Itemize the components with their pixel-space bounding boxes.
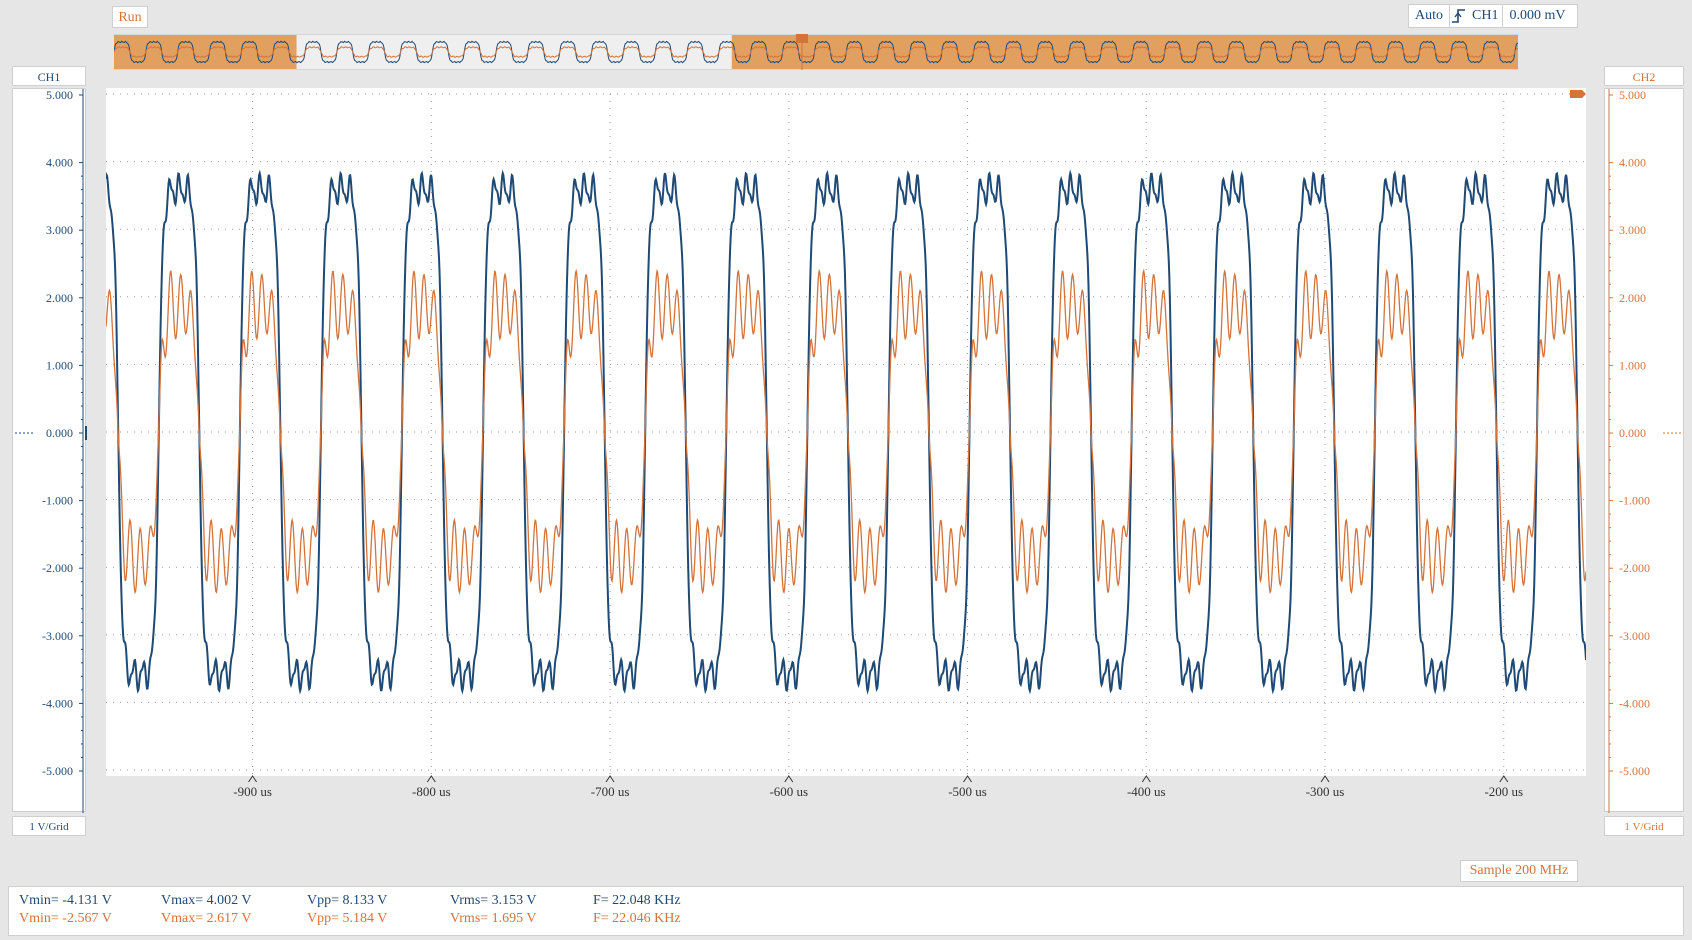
ch1-axis-label: 0.000 <box>46 426 73 440</box>
ch1-axis-label: -1.000 <box>42 494 73 508</box>
x-tick-label: -700 us <box>591 784 630 799</box>
ch1-label[interactable]: CH1 <box>12 66 86 86</box>
ch1-axis-label: 3.000 <box>46 223 73 237</box>
overview-highlight <box>114 35 297 69</box>
x-tick-label: -300 us <box>1306 784 1345 799</box>
ch1-axis-label: -3.000 <box>42 629 73 643</box>
overview-svg[interactable] <box>113 33 1519 71</box>
x-tick-mark <box>784 775 794 783</box>
ch1-axis-label: 5.000 <box>46 89 73 102</box>
ch1-axis-label: 1.000 <box>46 358 73 372</box>
ch1-ground-marker-icon <box>85 426 99 440</box>
ch2-axis-label: 5.000 <box>1619 89 1646 102</box>
ch2-marker-icon <box>1570 90 1586 98</box>
oscilloscope-plot[interactable]: -900 us -800 us -700 us -600 us -500 us -400 … <box>105 88 1587 812</box>
ch1-vpp: Vpp= 8.133 V <box>307 893 388 908</box>
ch1-axis-label: -2.000 <box>42 561 73 575</box>
x-tick-label: -400 us <box>1127 784 1166 799</box>
ch2-label[interactable]: CH2 <box>1604 66 1684 86</box>
ch2-axis-label: -4.000 <box>1619 696 1650 710</box>
ch2-axis-label: -1.000 <box>1619 494 1650 508</box>
run-status-button[interactable]: Run <box>112 6 148 28</box>
ch1-vrms: Vrms= 3.153 V <box>450 893 537 908</box>
ch2-axis-label: 2.000 <box>1619 291 1646 305</box>
ch2-vmin: Vmin= -2.567 V <box>19 911 112 926</box>
x-tick-mark <box>426 775 436 783</box>
x-tick-label: -900 us <box>233 784 272 799</box>
ch1-trace <box>105 169 1587 695</box>
x-tick-mark <box>1141 775 1151 783</box>
x-tick-label: -600 us <box>769 784 808 799</box>
ch1-axis-label: 4.000 <box>46 156 73 170</box>
ch2-axis-label: -5.000 <box>1619 764 1650 778</box>
ch2-vpp: Vpp= 5.184 V <box>307 911 388 926</box>
x-tick-mark <box>605 775 615 783</box>
ch1-axis-label: -4.000 <box>42 696 73 710</box>
ch1-scale[interactable]: 5.000 4.000 3.000 2.000 1.000 0.000 -1.000 -2.0… <box>12 88 99 813</box>
sample-rate: Sample 200 MHz <box>1460 860 1578 882</box>
rising-edge-icon[interactable] <box>1450 5 1468 27</box>
overview-highlight <box>731 35 1518 69</box>
ch1-axis-label: -5.000 <box>42 764 73 778</box>
x-tick-mark <box>248 775 257 783</box>
measurements-panel: Vmin= -4.131 V Vmax= 4.002 V Vpp= 8.133 … <box>8 886 1684 936</box>
x-tick-mark <box>1499 775 1509 783</box>
ch2-freq: F= 22.046 KHz <box>593 911 681 926</box>
ch2-axis-label: 4.000 <box>1619 156 1646 170</box>
ch2-axis-svg: 5.000 4.000 3.000 2.000 1.000 0.000 -1.000 -2.0… <box>1608 88 1683 813</box>
trigger-settings[interactable]: Auto CH1 0.000 mV <box>1408 4 1578 28</box>
ch2-vrms: Vrms= 1.695 V <box>450 911 537 926</box>
ch2-trace <box>105 268 1587 595</box>
ch2-axis-label: 1.000 <box>1619 358 1646 372</box>
plot-svg[interactable]: -900 us -800 us -700 us -600 us -500 us -400 … <box>105 88 1587 812</box>
ch2-volts-per-div[interactable]: 1 V/Grid <box>1604 816 1684 836</box>
ch1-axis-svg: 5.000 4.000 3.000 2.000 1.000 0.000 -1.000 -2.0… <box>15 88 99 813</box>
overview-ch2-trace <box>113 46 1519 58</box>
ch2-axis-label: -3.000 <box>1619 629 1650 643</box>
trigger-level[interactable]: 0.000 mV <box>1509 8 1566 23</box>
ch1-freq: F= 22.048 KHz <box>593 893 681 908</box>
x-tick-label: -200 us <box>1484 784 1523 799</box>
ch1-volts-per-div[interactable]: 1 V/Grid <box>12 816 86 836</box>
x-tick-mark <box>1320 775 1330 783</box>
ch2-scale[interactable]: 5.000 4.000 3.000 2.000 1.000 0.000 -1.000 -2.0… <box>1604 88 1684 813</box>
ch1-vmax: Vmax= 4.002 V <box>161 893 252 908</box>
x-tick-label: -800 us <box>412 784 451 799</box>
trigger-mode[interactable]: Auto <box>1409 5 1450 27</box>
overview-ch1-trace <box>113 40 1519 64</box>
ch2-axis-label: 0.000 <box>1619 426 1646 440</box>
ch2-axis-label: -2.000 <box>1619 561 1650 575</box>
ch1-vmin: Vmin= -4.131 V <box>19 893 112 908</box>
x-tick-mark <box>963 775 972 783</box>
ch2-vmax: Vmax= 2.617 V <box>161 911 252 926</box>
ch2-axis-label: 3.000 <box>1619 223 1646 237</box>
trigger-source[interactable]: CH1 <box>1468 5 1504 27</box>
x-tick-label: -500 us <box>948 784 987 799</box>
ch1-axis-label: 2.000 <box>46 291 73 305</box>
waveform-overview[interactable] <box>113 33 1519 71</box>
